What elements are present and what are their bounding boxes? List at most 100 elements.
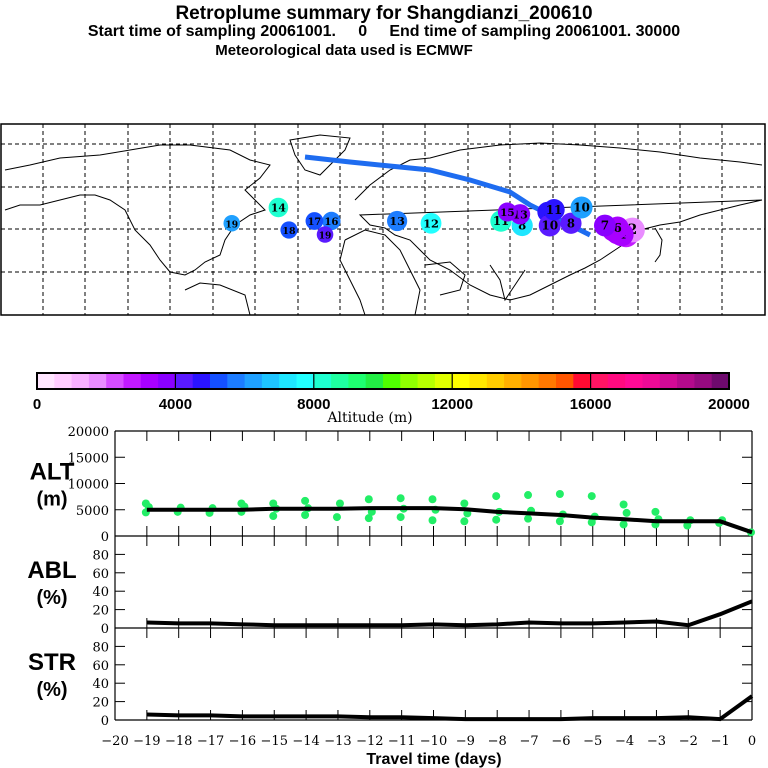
alt-scatter-point bbox=[428, 516, 437, 525]
colorbar-tick-label: 4000 bbox=[159, 396, 192, 413]
y-tick-label: 40 bbox=[92, 677, 109, 692]
panel-label: (%) bbox=[36, 679, 67, 701]
sampling-time-subtitle: Start time of sampling 20061001. 0 End t… bbox=[87, 23, 681, 40]
x-tick-label: −18 bbox=[165, 734, 192, 749]
colorbar-cell bbox=[504, 373, 522, 389]
colorbar-cell bbox=[192, 373, 211, 389]
map-cluster: 10 bbox=[570, 196, 593, 219]
series-line bbox=[146, 694, 754, 722]
colorbar-cell bbox=[88, 373, 107, 389]
colorbar-cells bbox=[37, 373, 730, 389]
colorbar-cell bbox=[140, 373, 159, 389]
alt-scatter-point bbox=[492, 492, 501, 501]
chart-title: Retroplume summary for Shangdianzi_20061… bbox=[175, 3, 593, 24]
x-tick-label: −15 bbox=[261, 734, 288, 749]
x-tick-label: −19 bbox=[133, 734, 160, 749]
colorbar-tick-labels: 0 4000 8000 12000 16000 20000 bbox=[33, 396, 750, 413]
colorbar-cell bbox=[452, 373, 470, 389]
x-tick-label: −17 bbox=[197, 734, 224, 749]
met-data-subtitle: Meteorological data used is ECMWF bbox=[215, 42, 473, 59]
colorbar-cell bbox=[538, 373, 557, 389]
series-line bbox=[146, 599, 753, 628]
x-tick-label: −2 bbox=[679, 734, 698, 749]
alt-scatter-point bbox=[301, 511, 310, 519]
y-tick-label: 20000 bbox=[68, 425, 109, 440]
coast-south-america bbox=[184, 282, 251, 316]
panel-label: STR bbox=[28, 649, 76, 676]
alt-scatter-point bbox=[460, 499, 469, 508]
cluster-circle bbox=[305, 212, 324, 230]
map-cluster: 11 bbox=[543, 199, 565, 221]
y-tick-label: 10000 bbox=[68, 478, 109, 493]
colorbar-cell bbox=[434, 373, 453, 389]
cluster-label: 13 bbox=[389, 215, 405, 228]
map-cluster: 12 bbox=[420, 212, 442, 234]
colorbar-cell bbox=[123, 373, 142, 389]
panel-label: ABL bbox=[27, 557, 76, 584]
y-tick-label: 0 bbox=[101, 622, 109, 637]
alt-scatter-point bbox=[364, 495, 373, 504]
alt-scatter-point bbox=[332, 513, 341, 522]
colorbar-title: Altitude (m) bbox=[326, 410, 412, 425]
x-tick-label: −1 bbox=[711, 734, 730, 749]
coast-arabia bbox=[424, 261, 466, 296]
x-tick-label: 0 bbox=[748, 734, 756, 749]
map-cluster: 8 bbox=[560, 212, 582, 234]
y-tick-label: 80 bbox=[92, 548, 109, 563]
colorbar-cell bbox=[521, 373, 540, 389]
map-cluster: 7 bbox=[593, 214, 616, 237]
cluster-label: 7 bbox=[601, 219, 609, 233]
coast-japan bbox=[654, 227, 663, 263]
map-cluster: 18 bbox=[280, 221, 298, 239]
y-tick-label: 20 bbox=[92, 604, 109, 619]
x-tick-label: −20 bbox=[101, 734, 128, 749]
colorbar-cell bbox=[590, 373, 609, 389]
alt-scatter-point bbox=[269, 512, 278, 521]
x-tick-label: −14 bbox=[292, 734, 319, 749]
cluster-circle bbox=[223, 214, 241, 232]
x-axis-tick-labels: −20 −19 −18 −17 −16 −15 −14 −13 −12 −11 −10 −9 −8 −7−… bbox=[101, 734, 756, 749]
map-cluster: 19 bbox=[316, 226, 334, 243]
alt-scatter-point bbox=[428, 495, 437, 504]
map-cluster: 19 bbox=[223, 214, 241, 232]
alt-scatter-point bbox=[622, 508, 631, 517]
colorbar-cell bbox=[296, 373, 315, 389]
colorbar-cell bbox=[54, 373, 73, 389]
y-tick-label: 60 bbox=[92, 659, 109, 674]
x-tick-label: −10 bbox=[420, 734, 447, 749]
altitude-colorbar: 0 4000 8000 12000 16000 20000 Altitude (m) bbox=[33, 372, 750, 425]
cluster-circle bbox=[420, 212, 442, 234]
colorbar-cell bbox=[106, 373, 124, 389]
colorbar-tick-label: 16000 bbox=[570, 396, 612, 413]
alt-scatter-point bbox=[460, 517, 469, 526]
colorbar-cell bbox=[279, 373, 297, 389]
cluster-circle bbox=[322, 211, 341, 231]
coast-india bbox=[489, 264, 526, 302]
alt-scatter-point bbox=[237, 499, 246, 508]
colorbar-cell bbox=[71, 373, 90, 389]
colorbar-cell bbox=[37, 373, 55, 389]
alt-scatter-point bbox=[524, 491, 533, 500]
colorbar-cell bbox=[158, 373, 176, 389]
cluster-circle bbox=[497, 202, 517, 222]
colorbar-cell bbox=[711, 373, 730, 389]
colorbar-cell bbox=[348, 373, 367, 389]
alt-scatter-point bbox=[492, 515, 501, 524]
alt-scatter-point bbox=[141, 499, 150, 508]
x-tick-label: −13 bbox=[324, 734, 351, 749]
panel-label: (m) bbox=[36, 489, 67, 511]
cluster-circle bbox=[560, 212, 582, 234]
x-axis-title: Travel time (days) bbox=[366, 751, 501, 768]
colorbar-cell bbox=[365, 373, 384, 389]
alt-scatter-point bbox=[587, 492, 596, 501]
coast-north-america bbox=[4, 144, 271, 276]
colorbar-cell bbox=[400, 373, 419, 389]
map-cluster: 17 bbox=[305, 212, 324, 230]
colorbar-cell bbox=[556, 373, 574, 389]
cluster-label: 8 bbox=[518, 219, 526, 233]
cluster-circle bbox=[316, 226, 334, 243]
abl-panel: 0 20 40 60 80 ABL (%) bbox=[27, 536, 753, 637]
alt-scatter-point bbox=[619, 500, 628, 509]
cluster-label: 19 bbox=[225, 219, 238, 230]
cluster-label: 10 bbox=[541, 219, 558, 233]
